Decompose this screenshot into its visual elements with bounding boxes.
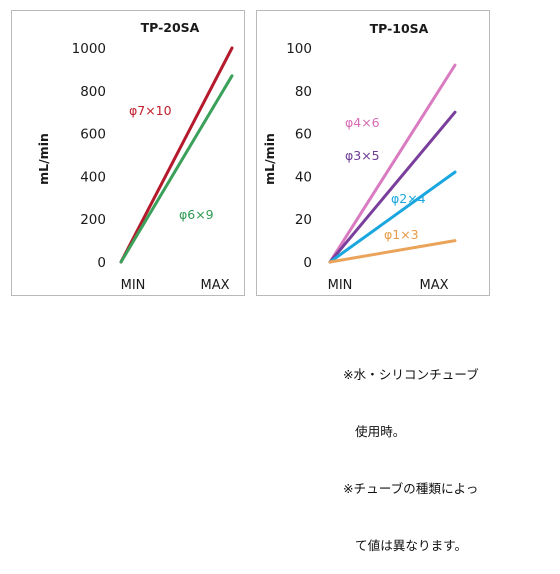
x-tick-label-max: MAX bbox=[419, 278, 448, 293]
series-line-6-9 bbox=[119, 74, 234, 264]
note-line-4: て値は異なります。 bbox=[355, 538, 468, 553]
y-axis-label: mL/min bbox=[262, 133, 277, 185]
y-axis-label: mL/min bbox=[36, 133, 51, 185]
chart-panel-tp-10sa: TP-10SA mL/min 0 20 40 60 80 100 MIN MAX φ4×6 φ3×5 φ… bbox=[256, 10, 490, 296]
y-tick-label: 400 bbox=[80, 169, 106, 185]
y-tick-label: 0 bbox=[303, 255, 312, 271]
series-line-7-10 bbox=[119, 46, 234, 264]
y-tick-label: 0 bbox=[97, 255, 106, 271]
note-line-1: ※水・シリコンチューブ bbox=[343, 367, 479, 382]
y-tick-label: 100 bbox=[286, 41, 312, 57]
series-label-2-4: φ2×4 bbox=[391, 191, 426, 206]
series-line-1-3 bbox=[328, 239, 457, 264]
y-tick-label: 40 bbox=[295, 169, 312, 185]
note-line-2: 使用時。 bbox=[355, 424, 406, 439]
x-tick-label-max: MAX bbox=[200, 278, 229, 293]
x-tick-label-min: MIN bbox=[121, 278, 146, 293]
chart-tp-10sa: TP-10SA mL/min 0 20 40 60 80 100 MIN MAX φ4×6 φ3×5 φ… bbox=[262, 21, 457, 293]
chart-title: TP-10SA bbox=[370, 21, 429, 36]
series-label-6-9: φ6×9 bbox=[179, 207, 214, 222]
series-label-1-3: φ1×3 bbox=[384, 227, 419, 242]
chart-title: TP-20SA bbox=[141, 20, 200, 35]
y-tick-label: 1000 bbox=[72, 41, 106, 57]
y-tick-label: 600 bbox=[80, 127, 106, 143]
note-line-3: ※チューブの種類によっ bbox=[343, 481, 479, 496]
series-line-3-5 bbox=[328, 110, 457, 264]
y-tick-label: 60 bbox=[295, 127, 312, 143]
chart-tp-20sa: TP-20SA mL/min 0 200 400 600 800 1000 MIN MAX φ7×1… bbox=[36, 20, 234, 293]
series-label-3-5: φ3×5 bbox=[345, 148, 380, 163]
series-label-7-10: φ7×10 bbox=[129, 103, 172, 118]
y-tick-label: 20 bbox=[295, 212, 312, 228]
x-tick-label-min: MIN bbox=[328, 278, 353, 293]
y-tick-label: 200 bbox=[80, 212, 106, 228]
series-label-4-6: φ4×6 bbox=[345, 115, 380, 130]
usage-note: ※水・シリコンチューブ 使用時。 ※チューブの種類によっ て値は異なります。 bbox=[343, 327, 558, 574]
y-tick-label: 80 bbox=[295, 84, 312, 100]
chart-panel-tp-20sa: TP-20SA mL/min 0 200 400 600 800 1000 MIN MAX φ7×1… bbox=[11, 10, 245, 296]
series-line-2-4 bbox=[328, 170, 457, 264]
series-line-4-6 bbox=[328, 63, 457, 264]
y-tick-label: 800 bbox=[80, 84, 106, 100]
